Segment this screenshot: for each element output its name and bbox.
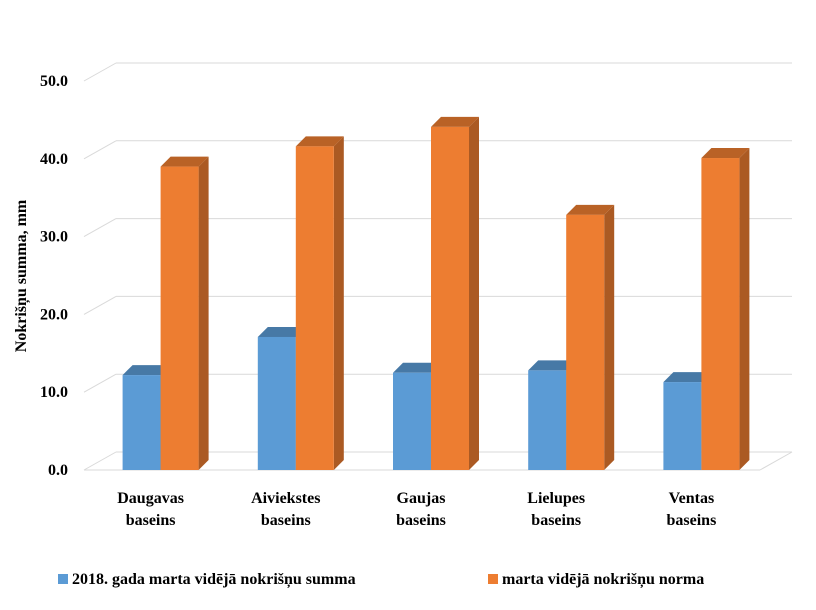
bar-side — [469, 116, 479, 470]
legend: 2018. gada marta vidējā nokrišņu summa ma… — [58, 571, 704, 589]
legend-label: 2018. gada marta vidējā nokrišņu summa — [72, 571, 356, 589]
y-tick-label: 10.0 — [40, 384, 68, 401]
bar-top — [663, 372, 712, 383]
bars — [122, 116, 750, 471]
x-category-label: baseins — [126, 512, 176, 529]
bar-side — [739, 148, 750, 470]
bar-top — [431, 116, 479, 127]
gridline-diagonal — [83, 62, 117, 82]
bar-front — [393, 372, 431, 470]
x-category-label: Daugavas — [117, 490, 184, 507]
gridline-diagonal — [83, 373, 117, 393]
bar-top — [701, 148, 750, 159]
gridline-diagonal — [83, 140, 117, 160]
x-axis-categories: Daugavas baseins Aiviekstes baseins Gaujas ba… — [117, 490, 716, 529]
bar-top — [528, 360, 577, 371]
y-tick-label: 30.0 — [40, 229, 68, 246]
bar-side — [604, 204, 615, 471]
y-axis-ticks: 0.0 10.0 20.0 30.0 40.0 50.0 — [40, 73, 68, 479]
gridline-diagonal — [83, 451, 117, 471]
bar-front — [566, 214, 605, 470]
y-tick-label: 20.0 — [40, 306, 68, 323]
bar-norm — [431, 116, 479, 470]
x-category-label: baseins — [261, 512, 311, 529]
bar-top — [122, 365, 171, 376]
bar-norm — [295, 136, 344, 471]
x-category-label: Gaujas — [397, 490, 446, 507]
bar-top — [257, 326, 306, 337]
bar-front — [160, 166, 199, 470]
bar-front — [528, 370, 567, 470]
bar-top — [393, 362, 441, 373]
bar-front — [431, 126, 469, 470]
bar-front — [701, 158, 740, 470]
x-category-label: Aiviekstes — [251, 490, 320, 507]
gridline-diagonal — [83, 218, 117, 238]
bar-top — [566, 204, 615, 215]
bar-front — [663, 382, 702, 470]
bar-norm — [160, 156, 209, 470]
bar-norm — [566, 204, 615, 471]
y-tick-label: 40.0 — [40, 151, 68, 168]
legend-label: marta vidējā nokrišņu norma — [502, 571, 704, 589]
bar-front — [257, 336, 296, 470]
bar-side — [198, 156, 209, 470]
bar-front — [295, 146, 334, 471]
x-category-label: baseins — [531, 512, 581, 529]
y-tick-label: 50.0 — [40, 73, 68, 90]
bar-side — [333, 136, 344, 471]
bar-top — [160, 156, 209, 167]
y-axis-label: Nokrišņu summa, mm — [13, 199, 31, 352]
legend-swatch — [58, 574, 68, 584]
x-category-label: Ventas — [669, 490, 715, 507]
legend-swatch — [488, 574, 498, 584]
bar-norm — [701, 148, 750, 470]
y-tick-label: 0.0 — [48, 462, 68, 479]
x-category-label: baseins — [667, 512, 717, 529]
floor-edge — [759, 451, 793, 471]
x-category-label: baseins — [396, 512, 446, 529]
x-category-label: Lielupes — [527, 490, 585, 507]
bar-top — [295, 136, 344, 147]
gridline-diagonal — [83, 295, 117, 315]
bar-front — [122, 375, 161, 470]
